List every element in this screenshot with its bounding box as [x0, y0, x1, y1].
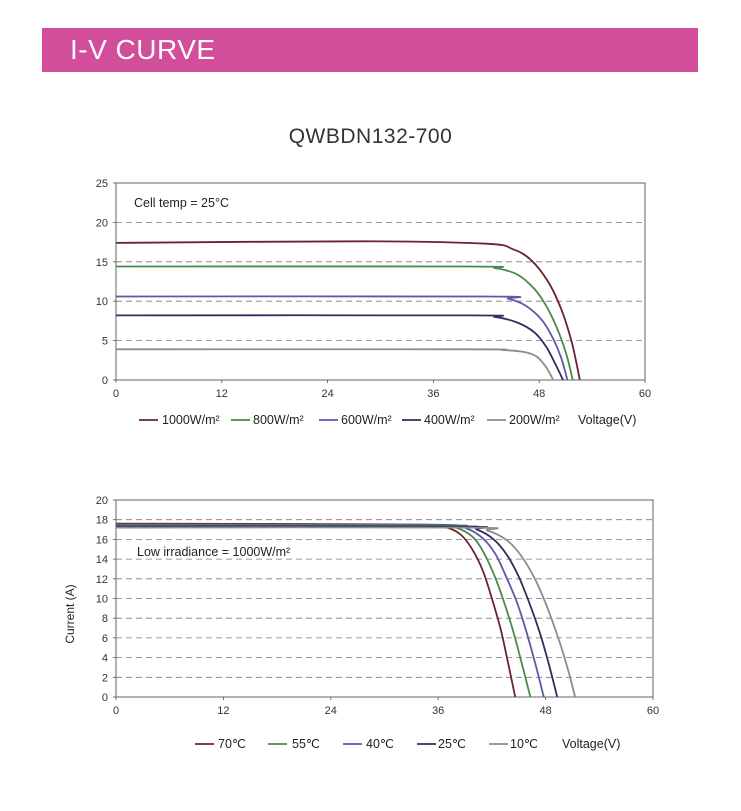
x-axis-title: Voltage(V)	[578, 413, 636, 427]
series-line-2	[115, 265, 574, 381]
x-tick-label: 0	[113, 388, 119, 400]
legend-label: 800W/m²	[253, 413, 304, 427]
legend-label: 10℃	[510, 737, 538, 751]
y-tick-label: 12	[96, 574, 108, 586]
legend-label: 600W/m²	[341, 413, 392, 427]
x-axis-title: Voltage(V)	[562, 737, 620, 751]
y-tick-label: 6	[102, 633, 108, 645]
y-tick-label: 10	[96, 594, 108, 606]
series-line-5	[115, 526, 576, 698]
y-tick-label: 25	[96, 178, 108, 190]
legend-label: 25℃	[438, 737, 466, 751]
x-tick-label: 36	[432, 705, 444, 717]
y-tick-label: 14	[96, 554, 108, 566]
y-tick-label: 15	[96, 257, 108, 269]
series-line-5	[115, 348, 555, 381]
y-tick-label: 18	[96, 515, 108, 527]
x-tick-label: 36	[427, 388, 439, 400]
x-tick-label: 48	[533, 388, 545, 400]
legend-label: 1000W/m²	[162, 413, 220, 427]
y-tick-label: 5	[102, 336, 108, 348]
legend-label: 200W/m²	[509, 413, 560, 427]
x-tick-label: 12	[216, 388, 228, 400]
x-tick-label: 12	[217, 705, 229, 717]
page-title: I-V CURVE	[70, 34, 216, 65]
chart-annotation: Low irradiance = 1000W/m²	[137, 545, 290, 559]
series-line-3	[115, 295, 569, 381]
y-tick-label: 20	[96, 217, 108, 229]
x-tick-label: 60	[639, 388, 651, 400]
header-banner: I-V CURVE	[42, 28, 698, 72]
legend-label: 40℃	[366, 737, 394, 751]
x-tick-label: 0	[113, 705, 119, 717]
y-tick-label: 16	[96, 534, 108, 546]
legend-label: 55℃	[292, 737, 320, 751]
x-tick-label: 48	[539, 705, 551, 717]
y-tick-label: 0	[102, 692, 108, 704]
series-line-4	[115, 314, 564, 381]
y-tick-label: 4	[102, 653, 108, 665]
x-tick-label: 24	[321, 388, 333, 400]
legend-label: 400W/m²	[424, 413, 475, 427]
y-tick-label: 8	[102, 613, 108, 625]
chart-1: 0 5 10 15 20 25 0 12 24 36 48 60 Cell temp = 25°C 100…	[96, 178, 651, 427]
chart-annotation: Cell temp = 25°C	[134, 196, 229, 210]
series-line-4	[115, 525, 559, 698]
y-tick-label: 10	[96, 296, 108, 308]
x-tick-label: 24	[325, 705, 337, 717]
series-line-2	[115, 523, 532, 698]
y-axis-title: Current (A)	[63, 584, 77, 643]
plot-frame	[115, 182, 646, 381]
series-line-1	[115, 240, 581, 381]
x-tick-label: 60	[647, 705, 659, 717]
legend-label: 70℃	[218, 737, 246, 751]
model-title: QWBDN132-700	[288, 125, 453, 148]
y-tick-label: 20	[96, 495, 108, 507]
y-tick-label: 0	[102, 375, 108, 387]
y-tick-label: 2	[102, 672, 108, 684]
